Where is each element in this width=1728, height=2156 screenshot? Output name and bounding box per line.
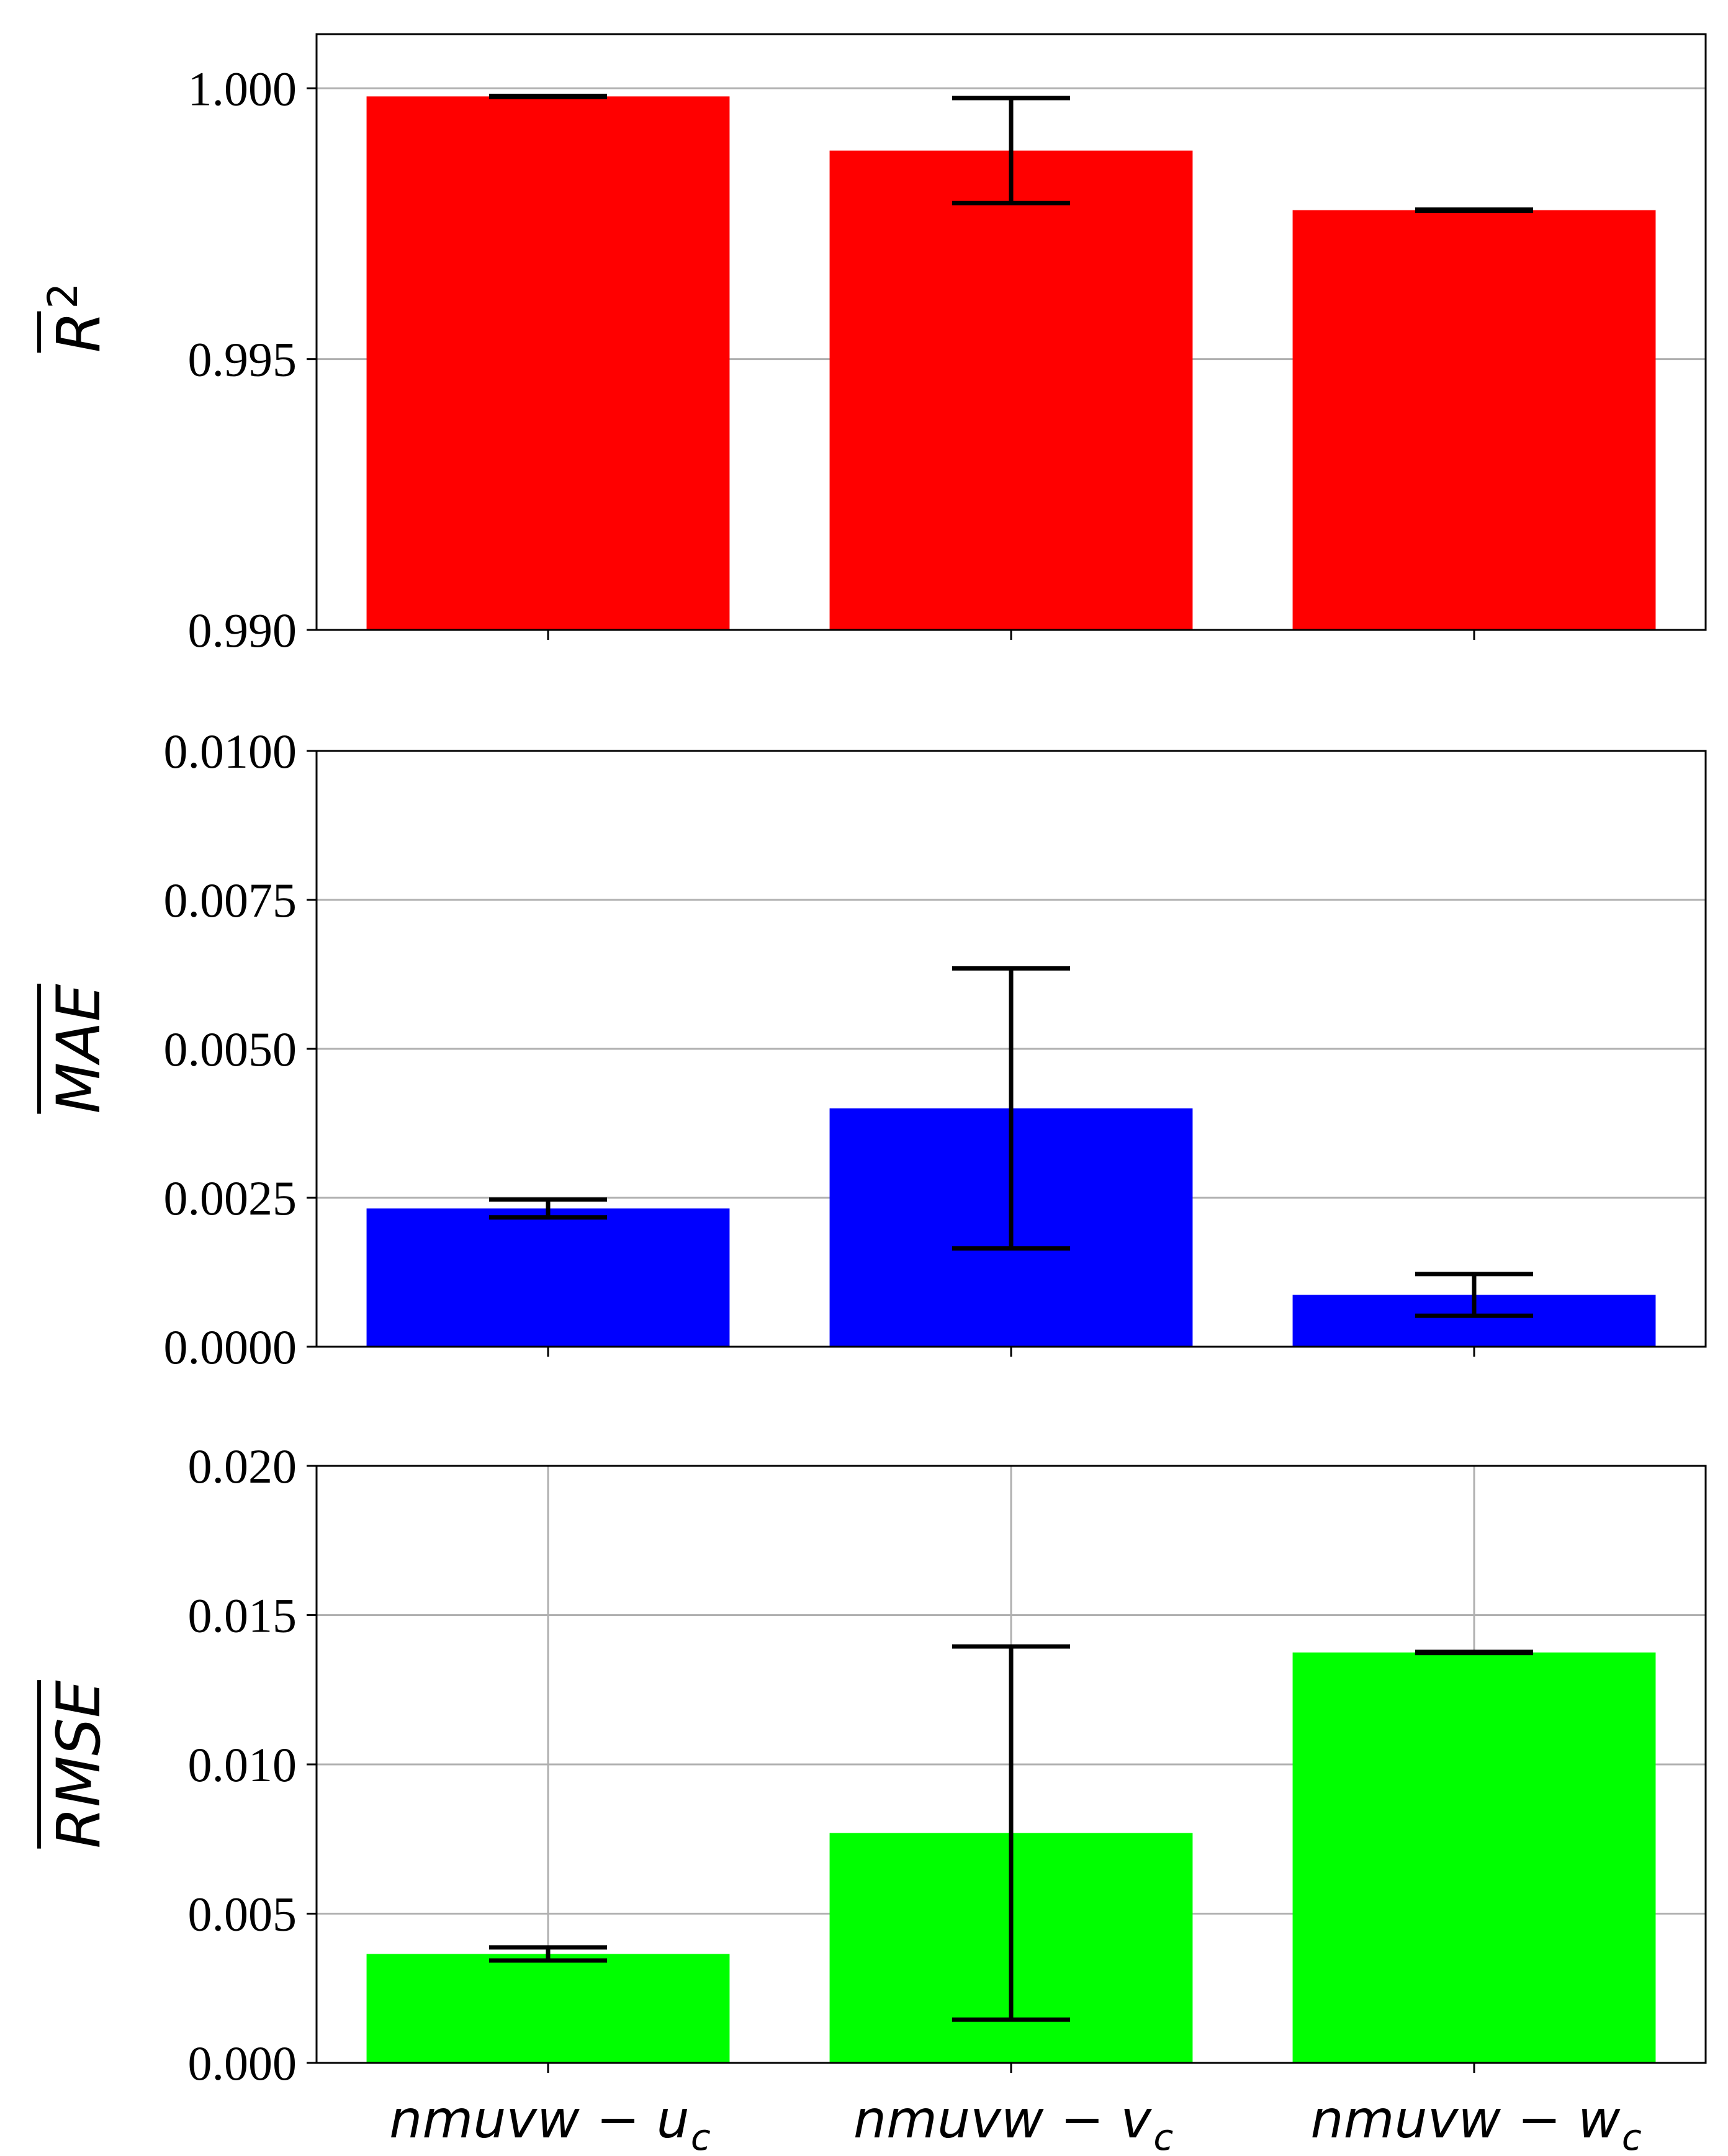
- bar-1: [366, 1208, 730, 1347]
- x-tick-label: nmuvw − w: [1310, 2089, 1621, 2150]
- y-tick-label: 0.0100: [164, 724, 297, 778]
- y-tick-label: 0.005: [188, 1887, 297, 1941]
- error-bar-2: [952, 96, 1070, 205]
- error-bar-1: [489, 1945, 607, 1963]
- error-bar-3: [1415, 1650, 1533, 1656]
- y-axis-label-text: R: [44, 312, 114, 353]
- y-axis-label-superscript: 2: [39, 283, 87, 309]
- x-tick-label-subscript: c: [1622, 2116, 1642, 2156]
- y-tick-label: 1.000: [188, 61, 297, 115]
- y-axis-label-text: MAE: [44, 984, 114, 1114]
- x-tick-label: nmuvw − v: [853, 2089, 1153, 2150]
- error-bar-2: [952, 1644, 1070, 2022]
- y-tick-label: 0.990: [188, 603, 297, 657]
- y-tick-label: 0.000: [188, 2036, 297, 2090]
- bar-1: [366, 96, 730, 630]
- bar-1: [366, 1954, 730, 2063]
- x-tick-label-subscript: c: [1153, 2116, 1173, 2156]
- x-tick-label-subscript: c: [691, 2116, 711, 2156]
- error-bar-3: [1415, 207, 1533, 213]
- y-tick-label: 0.0000: [164, 1320, 297, 1374]
- chart-panels: 0.9900.9951.000R20.00000.00250.00500.007…: [37, 33, 1707, 2156]
- y-tick-label: 0.020: [188, 1439, 297, 1493]
- x-tick-label: nmuvw − u: [389, 2089, 690, 2150]
- y-tick-label: 0.0050: [164, 1022, 297, 1076]
- y-tick-label: 0.0075: [164, 873, 297, 927]
- error-bar-1: [489, 1197, 607, 1220]
- y-tick-label: 0.010: [188, 1738, 297, 1792]
- bar-2: [829, 150, 1193, 631]
- bar-3: [1292, 210, 1656, 630]
- y-tick-label: 0.015: [188, 1589, 297, 1643]
- error-bar-1: [489, 93, 607, 99]
- y-tick-label: 0.0025: [164, 1171, 297, 1225]
- y-tick-label: 0.995: [188, 333, 297, 387]
- bar-3: [1292, 1652, 1656, 2063]
- y-axis-label: RMSE: [37, 1680, 114, 1849]
- chart-panel-2: 0.0000 0.0025 0.0050 0.0075 0.0100 MAE: [37, 724, 1707, 1374]
- y-axis-label-text: RMSE: [44, 1680, 114, 1848]
- y-axis-label: MAE: [37, 984, 114, 1114]
- y-axis-label: R2: [37, 283, 114, 353]
- error-bar-2: [952, 966, 1070, 1251]
- error-bar-3: [1415, 1272, 1533, 1318]
